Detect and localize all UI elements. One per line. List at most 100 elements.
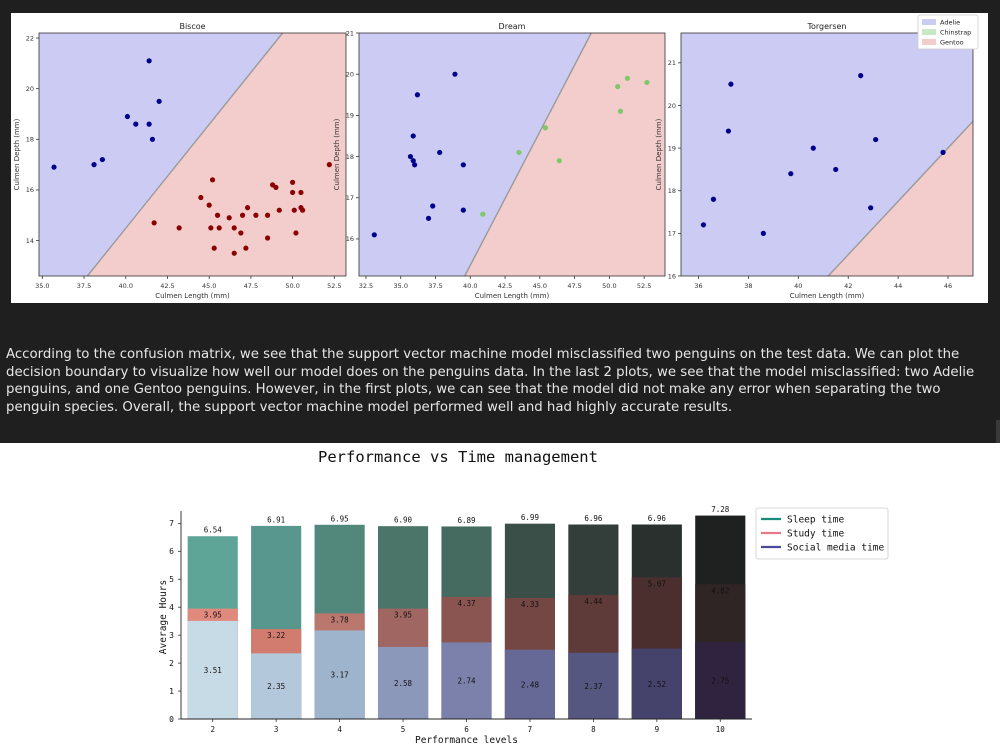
data-label-sleep-2: 6.54 (204, 526, 223, 535)
y-tick-label: 21 (668, 59, 676, 67)
point-adelie (425, 215, 432, 221)
notebook-output-panel: 35.0 37.5 40.0 42.5 45.0 47.5 50.0 52.5 14 16 18 20… (0, 0, 1000, 443)
point-adelie (156, 98, 162, 104)
legend-label-1: Study time (787, 529, 844, 540)
axes-frame (38, 32, 347, 277)
x-tick-label: 42.5 (160, 282, 174, 290)
bar-social-5 (377, 646, 429, 719)
point-gentoo (291, 207, 297, 213)
point-adelie (51, 164, 57, 170)
x-tick-label: 9 (655, 725, 660, 734)
x-tick-label: 42.5 (498, 282, 512, 290)
y-tick-label: 7 (169, 519, 174, 528)
x-tick-label: 45.0 (202, 282, 216, 290)
panel-title: Biscoe (179, 22, 205, 31)
point-gentoo (226, 215, 232, 221)
point-gentoo (273, 184, 279, 191)
data-label-social-5: 2.58 (394, 679, 413, 688)
axes-frame (680, 32, 974, 277)
point-gentoo (208, 225, 214, 231)
point-chinstrap (516, 149, 522, 156)
x-tick-label: 45.0 (533, 282, 547, 290)
point-adelie (410, 158, 416, 164)
point-adelie (810, 145, 816, 151)
y-tick-label: 16 (26, 186, 34, 194)
x-tick-label: 35.0 (393, 282, 407, 290)
legend-label-gentoo: Gentoo (940, 39, 964, 47)
region-right (87, 33, 347, 276)
x-tick-label: 40.0 (119, 282, 133, 290)
data-label-study-9: 5.07 (648, 579, 666, 588)
point-gentoo (231, 225, 237, 231)
bar-social-2 (187, 620, 238, 719)
x-axis-label: Culmen Length (mm) (475, 292, 550, 300)
legend-swatch-chinstrap (922, 29, 936, 35)
data-label-study-7: 4.33 (521, 600, 539, 609)
x-tick-label: 4 (337, 725, 342, 734)
point-adelie (833, 166, 839, 173)
y-tick-label: 19 (346, 112, 354, 120)
data-label-sleep-9: 6.96 (648, 514, 667, 523)
species-legend: Adelie Chinstrap Gentoo (917, 14, 979, 50)
x-tick-label: 3 (274, 725, 279, 734)
point-adelie (91, 162, 97, 168)
point-gentoo (209, 177, 216, 183)
legend-swatch-adelie (922, 19, 936, 25)
y-tick-label: 16 (668, 272, 676, 280)
point-adelie (146, 121, 152, 127)
point-gentoo (211, 245, 217, 251)
point-adelie (99, 156, 106, 163)
point-adelie (700, 222, 707, 228)
y-tick-label: 3 (169, 631, 174, 640)
point-gentoo (216, 225, 222, 231)
x-tick-label: 40 (794, 282, 802, 290)
chart-title: Performance vs Time management (318, 448, 598, 466)
point-gentoo (244, 205, 251, 211)
bar-social-9 (631, 648, 682, 719)
x-tick-label: 44 (894, 282, 902, 290)
data-label-social-3: 2.35 (267, 682, 285, 691)
data-label-social-8: 2.37 (584, 682, 602, 691)
legend-label-0: Sleep time (787, 515, 844, 526)
point-adelie (760, 230, 766, 236)
y-axis-label: Culmen Depth (mm) (655, 118, 663, 190)
decision-boundary-figure: 35.0 37.5 40.0 42.5 45.0 47.5 50.0 52.5 14 16 18 20… (11, 13, 988, 303)
x-tick-label: 35.0 (35, 282, 49, 290)
y-tick-label: 18 (668, 187, 676, 195)
decision-boundary-line (827, 120, 974, 277)
y-tick-label: 20 (346, 70, 354, 78)
cell-scrollbar[interactable] (996, 420, 1000, 443)
data-label-social-9: 2.52 (648, 680, 666, 689)
point-adelie (430, 203, 436, 209)
point-adelie (452, 71, 458, 77)
point-gentoo (290, 179, 296, 185)
point-adelie (858, 73, 864, 79)
y-tick-label: 4 (169, 603, 174, 612)
scatter-panel-2: 36 38 40 42 44 46 16 17 18 19 20 21 Torgersen Culmen … (655, 22, 974, 300)
data-label-study-10: 4.82 (711, 586, 729, 595)
data-label-social-2: 3.51 (204, 666, 222, 675)
y-tick-label: 5 (169, 575, 174, 584)
x-tick-label: 2 (210, 725, 215, 734)
point-gentoo (151, 220, 157, 226)
y-tick-label: 17 (346, 194, 354, 202)
y-tick-label: 2 (169, 659, 174, 668)
point-adelie (414, 92, 421, 98)
x-tick-label: 38 (744, 282, 752, 290)
bar-social-8 (568, 652, 619, 719)
point-chinstrap (480, 211, 486, 217)
data-label-study-2: 3.95 (204, 611, 222, 620)
point-gentoo (176, 225, 182, 231)
x-tick-label: 42 (844, 282, 852, 290)
data-label-sleep-8: 6.96 (584, 514, 603, 523)
legend-swatch-gentoo (922, 39, 936, 45)
point-adelie (146, 58, 152, 64)
x-axis-label: Culmen Length (mm) (155, 292, 230, 300)
bar-social-4 (314, 630, 365, 719)
point-gentoo (264, 235, 271, 241)
y-tick-label: 20 (668, 102, 676, 110)
legend-frame (755, 507, 889, 560)
x-tick-label: 52.5 (327, 282, 341, 290)
data-label-social-4: 3.17 (331, 671, 349, 680)
panel-title: Torgersen (806, 22, 846, 31)
